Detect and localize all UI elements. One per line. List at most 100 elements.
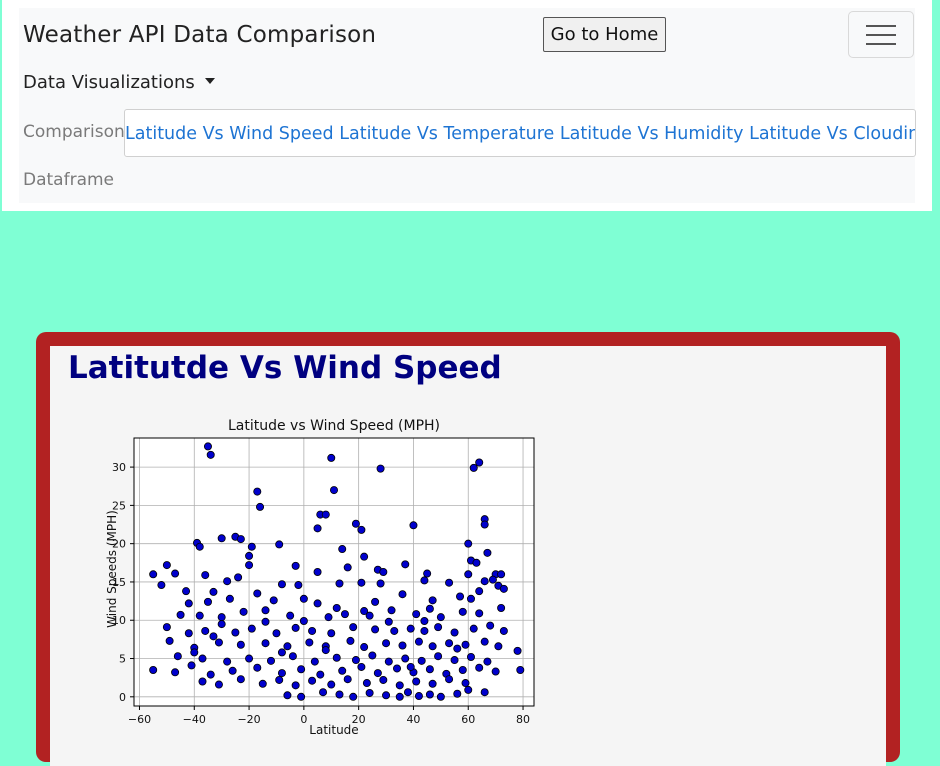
scatter-chart: −60 −40 −20 0 20 40 60 80 0 5 10 15 20 25 30 Latitude … <box>105 418 535 737</box>
data-point <box>445 639 454 648</box>
data-point <box>499 584 508 593</box>
data-point <box>453 644 462 653</box>
data-point <box>425 665 434 674</box>
menu-item-humidity[interactable]: Latitude Vs Humidity <box>559 124 744 144</box>
data-point <box>395 692 404 701</box>
data-point <box>434 652 443 661</box>
data-point <box>228 666 237 675</box>
x-tick-label: 20 <box>352 713 366 726</box>
data-point <box>450 628 459 637</box>
data-point <box>299 594 308 603</box>
data-point <box>338 545 347 554</box>
data-point <box>253 589 262 598</box>
data-point <box>483 657 492 666</box>
menu-item-temperature[interactable]: Latitude Vs Temperature <box>339 124 555 144</box>
dataframe-link[interactable]: Dataframe <box>23 170 115 190</box>
x-tick-label: 80 <box>516 713 530 726</box>
y-tick-label: 0 <box>119 691 126 704</box>
data-point <box>384 657 393 666</box>
data-point <box>201 626 210 635</box>
data-point <box>480 637 489 646</box>
data-point <box>288 652 297 661</box>
data-point <box>425 690 434 699</box>
data-point <box>475 663 484 672</box>
data-point <box>234 573 243 582</box>
data-point <box>434 623 443 632</box>
hamburger-icon-bar <box>866 43 896 45</box>
x-tick-label: 0 <box>300 713 307 726</box>
navbar: Weather API Data Comparison Go to Home D… <box>2 0 932 211</box>
data-point <box>184 629 193 638</box>
y-tick-label: 15 <box>112 576 126 589</box>
data-point <box>360 552 369 561</box>
navbar-brand[interactable]: Weather API Data Comparison <box>23 22 377 48</box>
data-point <box>357 525 366 534</box>
data-point <box>253 487 262 496</box>
data-point <box>453 689 462 698</box>
data-point <box>261 606 270 615</box>
data-point <box>368 651 377 660</box>
data-point <box>401 560 410 569</box>
navbar-toggler-button[interactable] <box>848 11 914 58</box>
data-point <box>324 613 333 622</box>
data-point <box>277 580 286 589</box>
data-point <box>223 577 232 586</box>
data-point <box>371 625 380 634</box>
data-point <box>398 641 407 650</box>
data-point <box>464 685 473 694</box>
data-point <box>461 640 470 649</box>
data-point <box>497 570 506 579</box>
data-point <box>475 609 484 618</box>
y-tick-label: 20 <box>112 538 126 551</box>
data-point <box>376 579 385 588</box>
data-point <box>360 643 369 652</box>
comparison-label: Comparison <box>23 122 125 142</box>
data-point <box>428 679 437 688</box>
data-point <box>182 587 191 596</box>
data-point <box>458 607 467 616</box>
data-point <box>423 569 432 578</box>
data-point <box>305 638 314 647</box>
menu-item-wind-speed[interactable]: Latitude Vs Wind Speed <box>125 124 334 144</box>
data-point <box>398 590 407 599</box>
data-point <box>256 502 265 511</box>
data-point <box>321 646 330 655</box>
data-point <box>332 653 341 662</box>
data-point <box>190 648 199 657</box>
plot-area-frame <box>133 437 535 707</box>
comparison-dropdown-menu: Latitude Vs Wind Speed Latitude Vs Tempe… <box>124 109 916 157</box>
data-point <box>236 675 245 684</box>
y-tick-label: 5 <box>119 653 126 666</box>
y-tick-label: 25 <box>112 499 126 512</box>
data-point <box>376 464 385 473</box>
data-point <box>346 636 355 645</box>
go-to-home-button[interactable]: Go to Home <box>543 17 666 52</box>
data-point <box>231 628 240 637</box>
menu-item-cloudiness[interactable]: Latitude Vs Cloudiness <box>749 124 915 144</box>
data-point <box>475 587 484 596</box>
data-point <box>357 662 366 671</box>
data-point <box>390 626 399 635</box>
data-point <box>294 581 303 590</box>
data-point <box>445 675 454 684</box>
data-point <box>214 680 223 689</box>
data-point <box>488 575 497 584</box>
x-axis-label: Latitude <box>309 723 358 737</box>
data-point <box>157 581 166 590</box>
data-point <box>343 675 352 684</box>
data-point <box>417 656 426 665</box>
data-point <box>382 691 391 700</box>
data-point <box>379 567 388 576</box>
data-point <box>297 692 306 701</box>
data-point <box>327 629 336 638</box>
data-point <box>494 642 503 651</box>
data-point <box>486 621 495 630</box>
data-point <box>349 692 358 701</box>
data-point <box>198 654 207 663</box>
data-visualizations-dropdown[interactable]: Data Visualizations <box>23 72 215 93</box>
data-point <box>365 611 374 620</box>
chart-title: Latitude vs Wind Speed (MPH) <box>228 418 440 434</box>
data-point <box>245 561 254 570</box>
data-point <box>458 666 467 675</box>
data-point <box>184 599 193 608</box>
